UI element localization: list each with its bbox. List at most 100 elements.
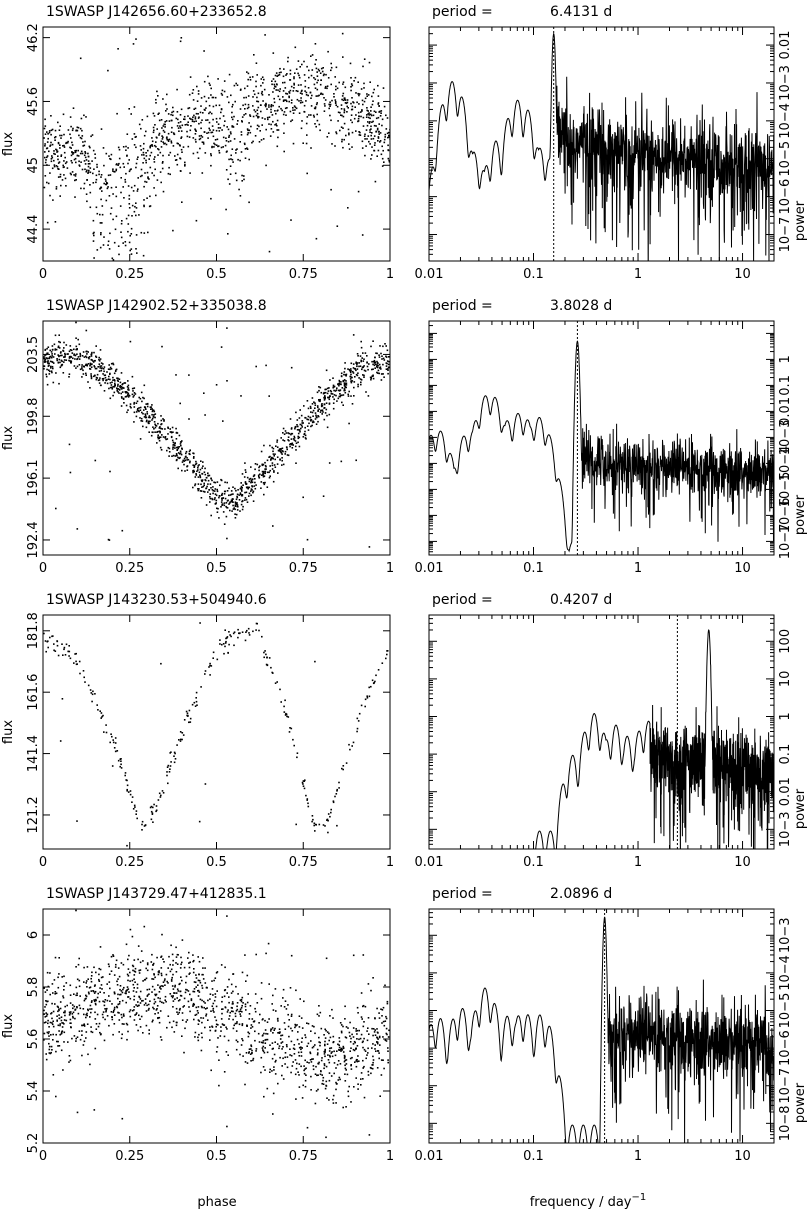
- lc4-data-point: [148, 1032, 150, 1035]
- lc1-data-point: [176, 125, 179, 127]
- lc2-title: 1SWASP J142902.52+335038.8: [46, 298, 267, 314]
- lc2-data-point: [273, 471, 275, 473]
- lc2-data-point: [114, 380, 116, 382]
- lc2-data-point: [215, 494, 218, 497]
- lc3-data-point: [183, 719, 186, 721]
- lc4-data-point: [52, 1074, 55, 1076]
- lc1-data-point: [222, 136, 225, 139]
- lc2-data-point: [175, 453, 178, 455]
- lc4-data-point: [131, 979, 134, 982]
- lc1-data-point: [135, 162, 138, 165]
- lc2-data-point: [199, 475, 201, 477]
- lc1-data-point: [355, 130, 357, 132]
- lc4-data-point: [349, 1050, 351, 1052]
- lc2-data-point: [268, 395, 270, 397]
- lc2-data-point: [258, 475, 260, 478]
- lc2-data-point: [65, 344, 68, 346]
- lc3-data-point: [68, 650, 71, 653]
- lc4-data-point: [366, 1039, 369, 1042]
- lc1-data-point: [356, 101, 358, 104]
- lc1-data-point: [348, 143, 350, 145]
- lc1-data-point: [51, 143, 54, 146]
- lc1-data-point: [227, 233, 229, 235]
- lc1-data-point: [122, 162, 125, 165]
- lc1-data-point: [367, 110, 369, 112]
- lc4-data-point: [199, 998, 202, 1001]
- lc1-data-point: [152, 112, 155, 115]
- lc4-data-point: [325, 1065, 328, 1068]
- lc4-data-point: [220, 964, 223, 966]
- lc4-data-point: [201, 1021, 203, 1024]
- lc1-data-point: [235, 149, 237, 151]
- pg1-ytick-label: 10−4: [778, 103, 793, 139]
- lc2-data-point: [48, 369, 50, 371]
- lc3-data-point: [144, 824, 147, 826]
- lc2-data-point: [252, 500, 255, 502]
- lc2-data-point: [43, 361, 46, 363]
- lc1-data-point: [275, 112, 277, 115]
- lc2-data-point: [98, 358, 100, 361]
- lc3-data-point: [110, 733, 112, 735]
- lc2-data-point: [180, 453, 183, 456]
- lc2-data-point: [319, 400, 321, 403]
- lc1-data-point: [312, 114, 315, 117]
- lc3-data-point: [126, 788, 128, 791]
- lc2-data-point: [260, 481, 263, 483]
- lc1-data-point: [69, 172, 72, 175]
- lc1-data-point: [208, 127, 210, 130]
- lc1-data-point: [240, 131, 243, 133]
- lc1-data-point: [323, 110, 326, 112]
- lc2-data-point: [133, 394, 135, 397]
- lc1-data-point: [342, 83, 344, 85]
- lc2-data-point: [262, 475, 265, 478]
- lc1-data-point: [112, 218, 114, 221]
- lc4-data-point: [250, 1060, 252, 1062]
- lc1-data-point: [195, 141, 197, 143]
- lc1-data-point: [277, 129, 280, 131]
- lc2-data-point: [151, 431, 154, 433]
- lc3-data-point: [51, 635, 53, 638]
- lc1-data-point: [47, 182, 50, 185]
- lc1-data-point: [366, 109, 368, 112]
- lc4-data-point: [245, 980, 247, 982]
- lc2-data-point: [214, 503, 217, 505]
- lc2-data-point: [45, 373, 47, 376]
- lc1-data-point: [157, 154, 159, 156]
- lc2-data-point: [324, 395, 326, 397]
- lc2-data-point: [116, 387, 118, 389]
- lc1-data-point: [283, 68, 285, 70]
- lc1-data-point: [329, 101, 331, 103]
- lc1-data-point: [384, 133, 387, 136]
- lc4-data-point: [273, 1066, 275, 1068]
- lc1-data-point: [220, 111, 222, 114]
- lc3-data-point: [76, 820, 78, 822]
- lc1-data-point: [155, 194, 157, 197]
- lc1-data-point: [180, 137, 182, 139]
- lc2-data-point: [236, 496, 239, 499]
- lc4-data-point: [156, 956, 158, 959]
- lc4-data-point: [274, 988, 277, 990]
- lc1-data-point: [218, 149, 220, 152]
- lc4-data-point: [275, 1059, 277, 1062]
- lc1-data-point: [222, 146, 224, 148]
- lc4-data-point: [101, 988, 103, 990]
- lc4-data-point: [311, 1046, 314, 1049]
- lc4-data-point: [182, 1006, 184, 1008]
- lc1-data-point: [260, 104, 262, 106]
- lc4-data-point: [323, 1034, 325, 1036]
- lc3-data-point: [219, 643, 221, 645]
- lc2-data-point: [175, 374, 177, 376]
- lc1-data-point: [207, 131, 210, 134]
- lc1-data-point: [275, 89, 277, 91]
- lc4-data-point: [209, 1039, 211, 1041]
- lc1-data-point: [315, 95, 318, 97]
- lc1-data-point: [80, 117, 83, 120]
- lc2-data-point: [349, 378, 352, 380]
- lc2-data-point: [250, 480, 253, 483]
- lc4-data-point: [250, 1048, 252, 1050]
- lc1-data-point: [131, 215, 133, 217]
- lc2-data-point: [363, 374, 365, 377]
- lc1-data-point: [125, 172, 127, 175]
- lc2-data-point: [183, 463, 185, 466]
- lc3-data-point: [75, 663, 78, 666]
